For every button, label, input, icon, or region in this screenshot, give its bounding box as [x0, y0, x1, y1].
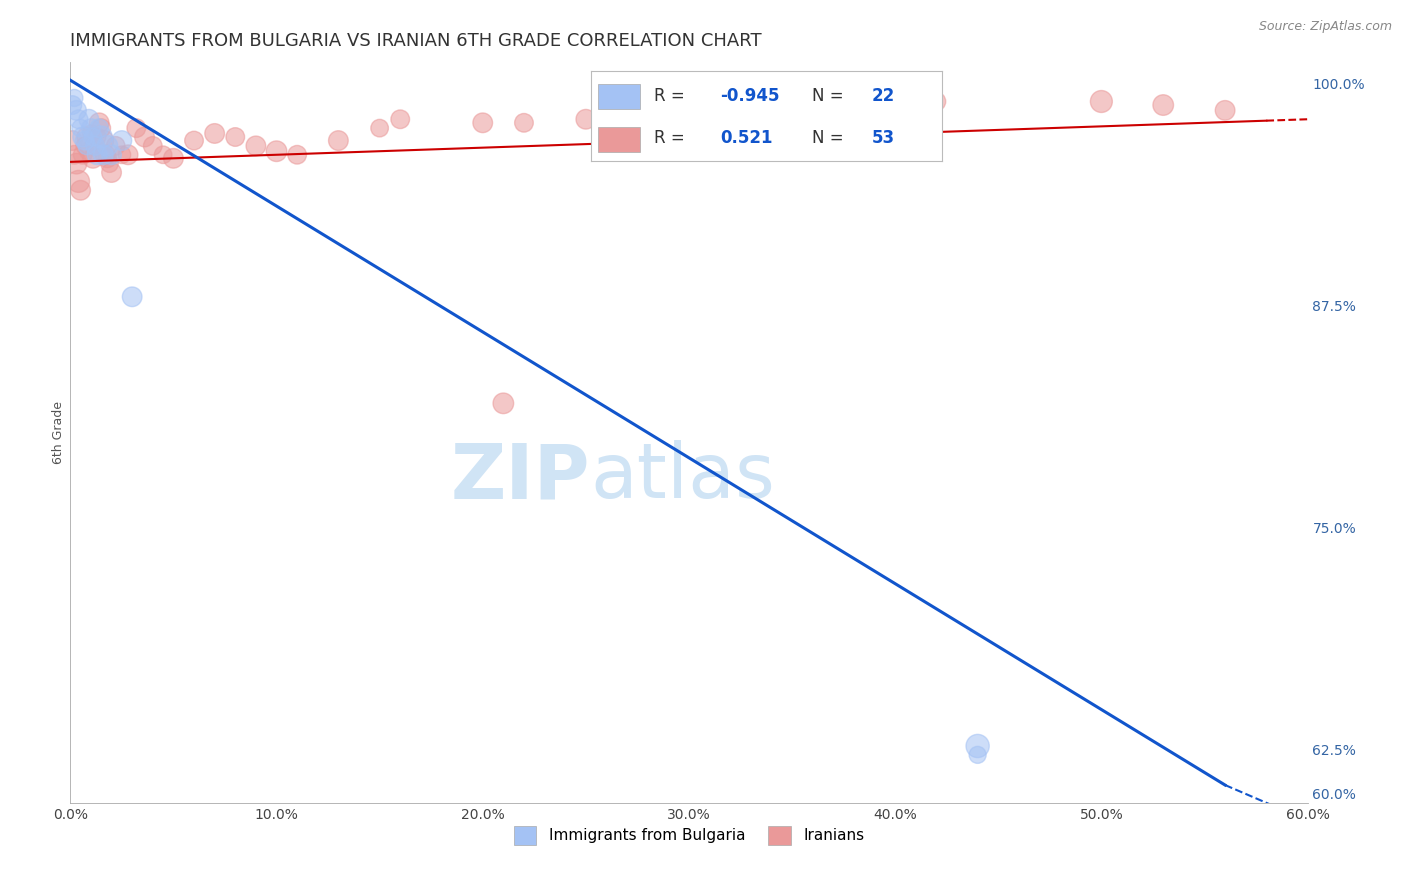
- Text: N =: N =: [813, 87, 849, 105]
- Text: atlas: atlas: [591, 440, 775, 514]
- Point: [77, 112, 100, 127]
- Point: [94, 148, 117, 162]
- Point: [104, 139, 127, 153]
- Point: [60, 98, 83, 112]
- Point: [152, 148, 174, 162]
- Point: [884, 98, 907, 112]
- Point: [134, 130, 156, 145]
- Point: [183, 134, 205, 148]
- Point: [69, 183, 91, 197]
- Text: IMMIGRANTS FROM BULGARIA VS IRANIAN 6TH GRADE CORRELATION CHART: IMMIGRANTS FROM BULGARIA VS IRANIAN 6TH …: [70, 32, 762, 50]
- Point: [89, 121, 111, 136]
- Point: [84, 139, 107, 153]
- Point: [368, 121, 391, 136]
- Point: [925, 95, 948, 109]
- Point: [492, 396, 515, 410]
- Text: -0.945: -0.945: [720, 87, 780, 105]
- Point: [84, 139, 107, 153]
- Point: [86, 130, 108, 145]
- Point: [966, 739, 988, 753]
- Point: [96, 139, 118, 153]
- Text: ZIP: ZIP: [450, 440, 591, 514]
- Point: [761, 109, 783, 123]
- Point: [69, 121, 91, 136]
- FancyBboxPatch shape: [598, 127, 640, 152]
- Point: [63, 148, 86, 162]
- Text: R =: R =: [654, 129, 690, 147]
- Text: Source: ZipAtlas.com: Source: ZipAtlas.com: [1258, 20, 1392, 33]
- Point: [471, 116, 494, 130]
- Point: [82, 151, 104, 165]
- Point: [389, 112, 412, 127]
- Point: [1090, 95, 1112, 109]
- Point: [73, 134, 96, 148]
- Point: [678, 98, 700, 112]
- Point: [90, 130, 112, 145]
- Point: [575, 112, 598, 127]
- Point: [1213, 103, 1236, 118]
- Point: [72, 148, 94, 162]
- Point: [204, 127, 226, 141]
- Point: [98, 156, 121, 170]
- Point: [67, 174, 90, 188]
- Point: [72, 130, 94, 145]
- Point: [65, 103, 87, 118]
- Point: [73, 139, 96, 153]
- Point: [595, 109, 617, 123]
- Point: [162, 151, 184, 165]
- Text: R =: R =: [654, 87, 690, 105]
- Text: 0.521: 0.521: [720, 129, 773, 147]
- Text: 22: 22: [872, 87, 896, 105]
- Point: [65, 156, 87, 170]
- Point: [842, 103, 865, 118]
- Point: [91, 134, 114, 148]
- Point: [86, 148, 108, 162]
- Y-axis label: 6th Grade: 6th Grade: [52, 401, 65, 464]
- Point: [80, 121, 103, 136]
- Point: [142, 139, 165, 153]
- Point: [224, 130, 246, 145]
- Point: [718, 103, 741, 118]
- Point: [100, 165, 122, 179]
- Point: [117, 148, 139, 162]
- Point: [82, 130, 104, 145]
- Point: [89, 116, 111, 130]
- Legend: Immigrants from Bulgaria, Iranians: Immigrants from Bulgaria, Iranians: [508, 820, 870, 851]
- Point: [328, 134, 350, 148]
- Point: [76, 139, 98, 153]
- Point: [63, 91, 86, 105]
- Text: N =: N =: [813, 129, 849, 147]
- Point: [91, 148, 114, 162]
- Point: [1152, 98, 1174, 112]
- Point: [245, 139, 267, 153]
- Point: [100, 148, 122, 162]
- Point: [266, 145, 288, 159]
- Point: [77, 145, 100, 159]
- Text: 53: 53: [872, 129, 894, 147]
- Point: [966, 747, 988, 762]
- FancyBboxPatch shape: [598, 84, 640, 109]
- Point: [637, 103, 659, 118]
- Point: [513, 116, 536, 130]
- Point: [125, 121, 148, 136]
- Point: [80, 127, 103, 141]
- Point: [76, 130, 98, 145]
- Point: [285, 148, 308, 162]
- Point: [96, 151, 118, 165]
- Point: [111, 148, 134, 162]
- Point: [90, 121, 112, 136]
- Point: [60, 134, 83, 148]
- Point: [67, 112, 90, 127]
- Point: [121, 290, 143, 304]
- Point: [111, 134, 134, 148]
- Point: [801, 112, 824, 127]
